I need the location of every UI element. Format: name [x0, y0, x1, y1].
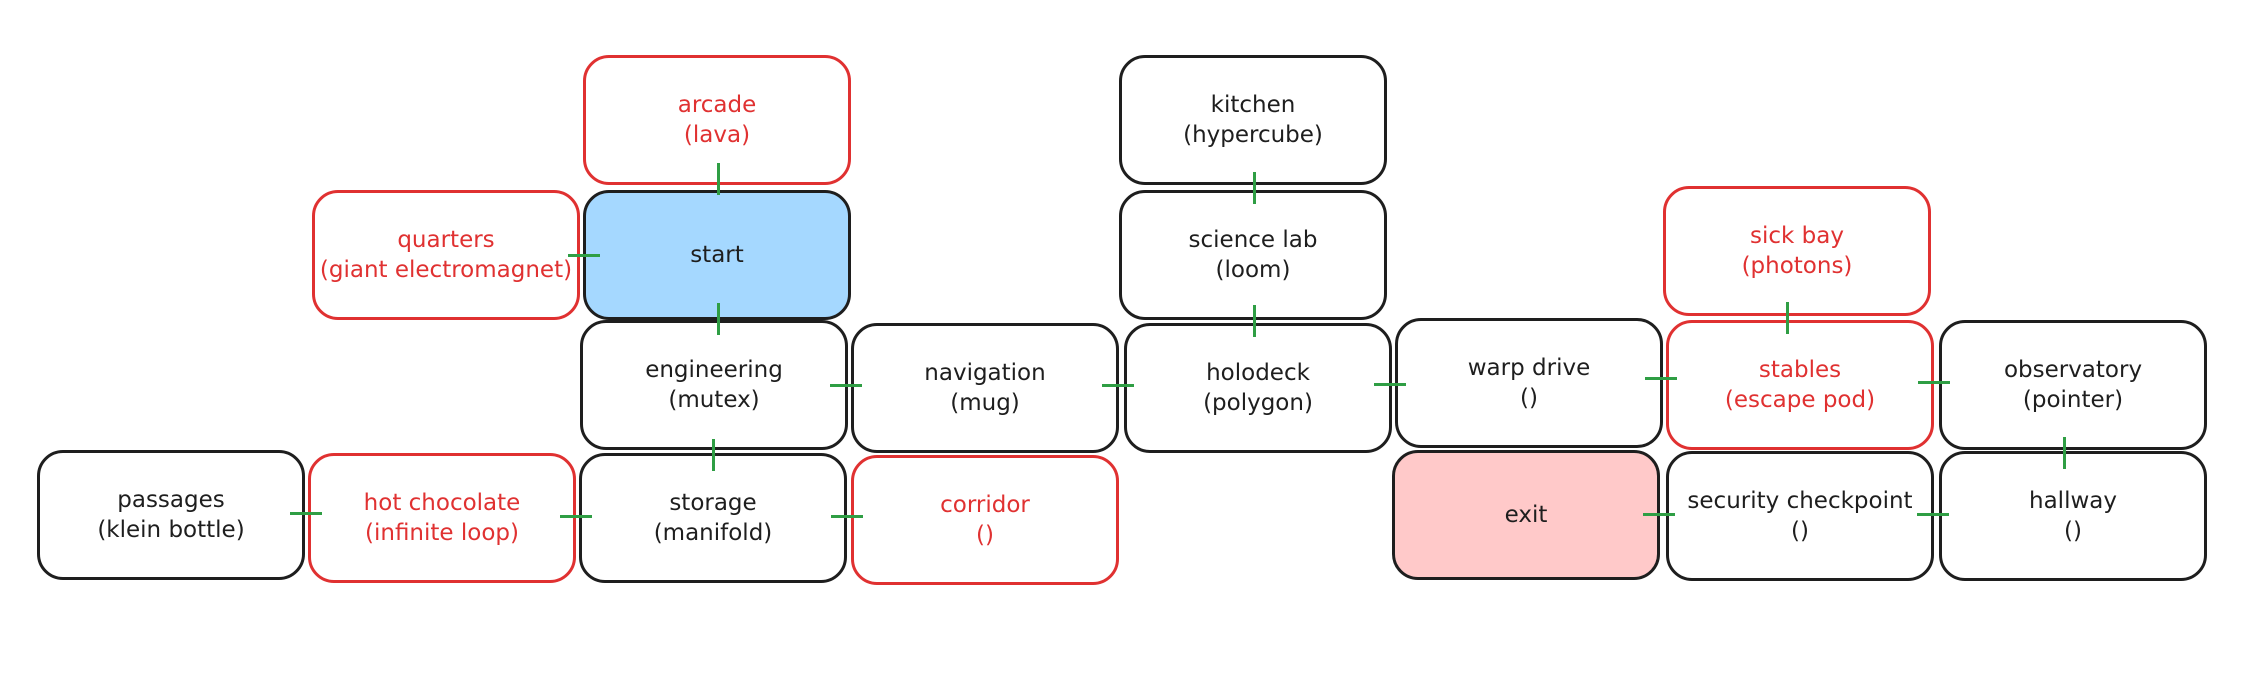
room-name: warp drive [1467, 355, 1591, 381]
room-item: () [1791, 518, 1809, 544]
room-name: corridor [940, 492, 1030, 518]
door-hot-chocolate-storage [560, 515, 592, 518]
room-sick-bay: sick bay (photons) [1663, 186, 1931, 316]
room-item: (loom) [1215, 257, 1291, 283]
room-kitchen: kitchen (hypercube) [1119, 55, 1387, 185]
room-item: (klein bottle) [97, 517, 245, 543]
door-kitchen-science-lab [1253, 172, 1256, 204]
room-item: (photons) [1741, 253, 1853, 279]
room-name: arcade [677, 92, 757, 118]
room-name: passages [117, 487, 225, 513]
room-storage: storage (manifold) [579, 453, 847, 583]
room-name: start [690, 242, 744, 268]
room-name: storage [669, 490, 757, 516]
room-item: (mutex) [668, 387, 760, 413]
room-name: kitchen [1210, 92, 1296, 118]
room-corridor: corridor () [851, 455, 1119, 585]
room-name: sick bay [1750, 223, 1844, 249]
room-name: quarters [397, 227, 495, 253]
door-stables-observatory [1918, 381, 1950, 384]
room-exit: exit [1392, 450, 1660, 580]
room-engineering: engineering (mutex) [580, 320, 848, 450]
room-name: exit [1504, 502, 1548, 528]
room-hallway: hallway () [1939, 451, 2207, 581]
door-start-engineering [717, 303, 720, 335]
door-holodeck-warp-drive [1374, 383, 1406, 386]
door-storage-corridor [831, 515, 863, 518]
room-name: hot chocolate [363, 490, 521, 516]
room-navigation: navigation (mug) [851, 323, 1119, 453]
room-name: science lab [1188, 227, 1318, 253]
room-item: (pointer) [2022, 387, 2124, 413]
door-arcade-start [717, 163, 720, 195]
room-stables: stables (escape pod) [1666, 320, 1934, 450]
room-name: security checkpoint [1687, 488, 1913, 514]
room-item: () [1520, 385, 1538, 411]
room-item: () [2064, 518, 2082, 544]
room-item: (polygon) [1203, 390, 1313, 416]
door-science-lab-holodeck [1253, 305, 1256, 337]
room-name: engineering [645, 357, 783, 383]
room-science-lab: science lab (loom) [1119, 190, 1387, 320]
room-item: () [976, 522, 994, 548]
room-quarters: quarters (giant electromagnet) [312, 190, 580, 320]
room-start: start [583, 190, 851, 320]
room-item: (giant electromagnet) [319, 257, 573, 283]
room-hot-chocolate: hot chocolate (infinite loop) [308, 453, 576, 583]
room-holodeck: holodeck (polygon) [1124, 323, 1392, 453]
room-name: hallway [2029, 488, 2117, 514]
room-security-checkpoint: security checkpoint () [1666, 451, 1934, 581]
room-item: (hypercube) [1183, 122, 1323, 148]
door-engineering-storage [712, 439, 715, 471]
door-warp-drive-stables [1645, 377, 1677, 380]
room-observatory: observatory (pointer) [1939, 320, 2207, 450]
room-warp-drive: warp drive () [1395, 318, 1663, 448]
room-name: holodeck [1206, 360, 1310, 386]
door-observatory-hallway [2063, 437, 2066, 469]
door-sick-bay-stables [1786, 302, 1789, 334]
door-engineering-navigation [830, 384, 862, 387]
room-passages: passages (klein bottle) [37, 450, 305, 580]
door-security-checkpoint-hallway [1917, 513, 1949, 516]
room-name: navigation [924, 360, 1046, 386]
room-item: (mug) [950, 390, 1020, 416]
room-item: (infinite loop) [365, 520, 519, 546]
door-navigation-holodeck [1102, 384, 1134, 387]
door-quarters-start [568, 254, 600, 257]
room-item: (escape pod) [1724, 387, 1876, 413]
door-exit-security-checkpoint [1643, 513, 1675, 516]
room-item: (manifold) [653, 520, 773, 546]
door-passages-hot-chocolate [290, 512, 322, 515]
room-item: (lava) [683, 122, 751, 148]
room-name: observatory [2003, 357, 2143, 383]
room-name: stables [1758, 357, 1842, 383]
